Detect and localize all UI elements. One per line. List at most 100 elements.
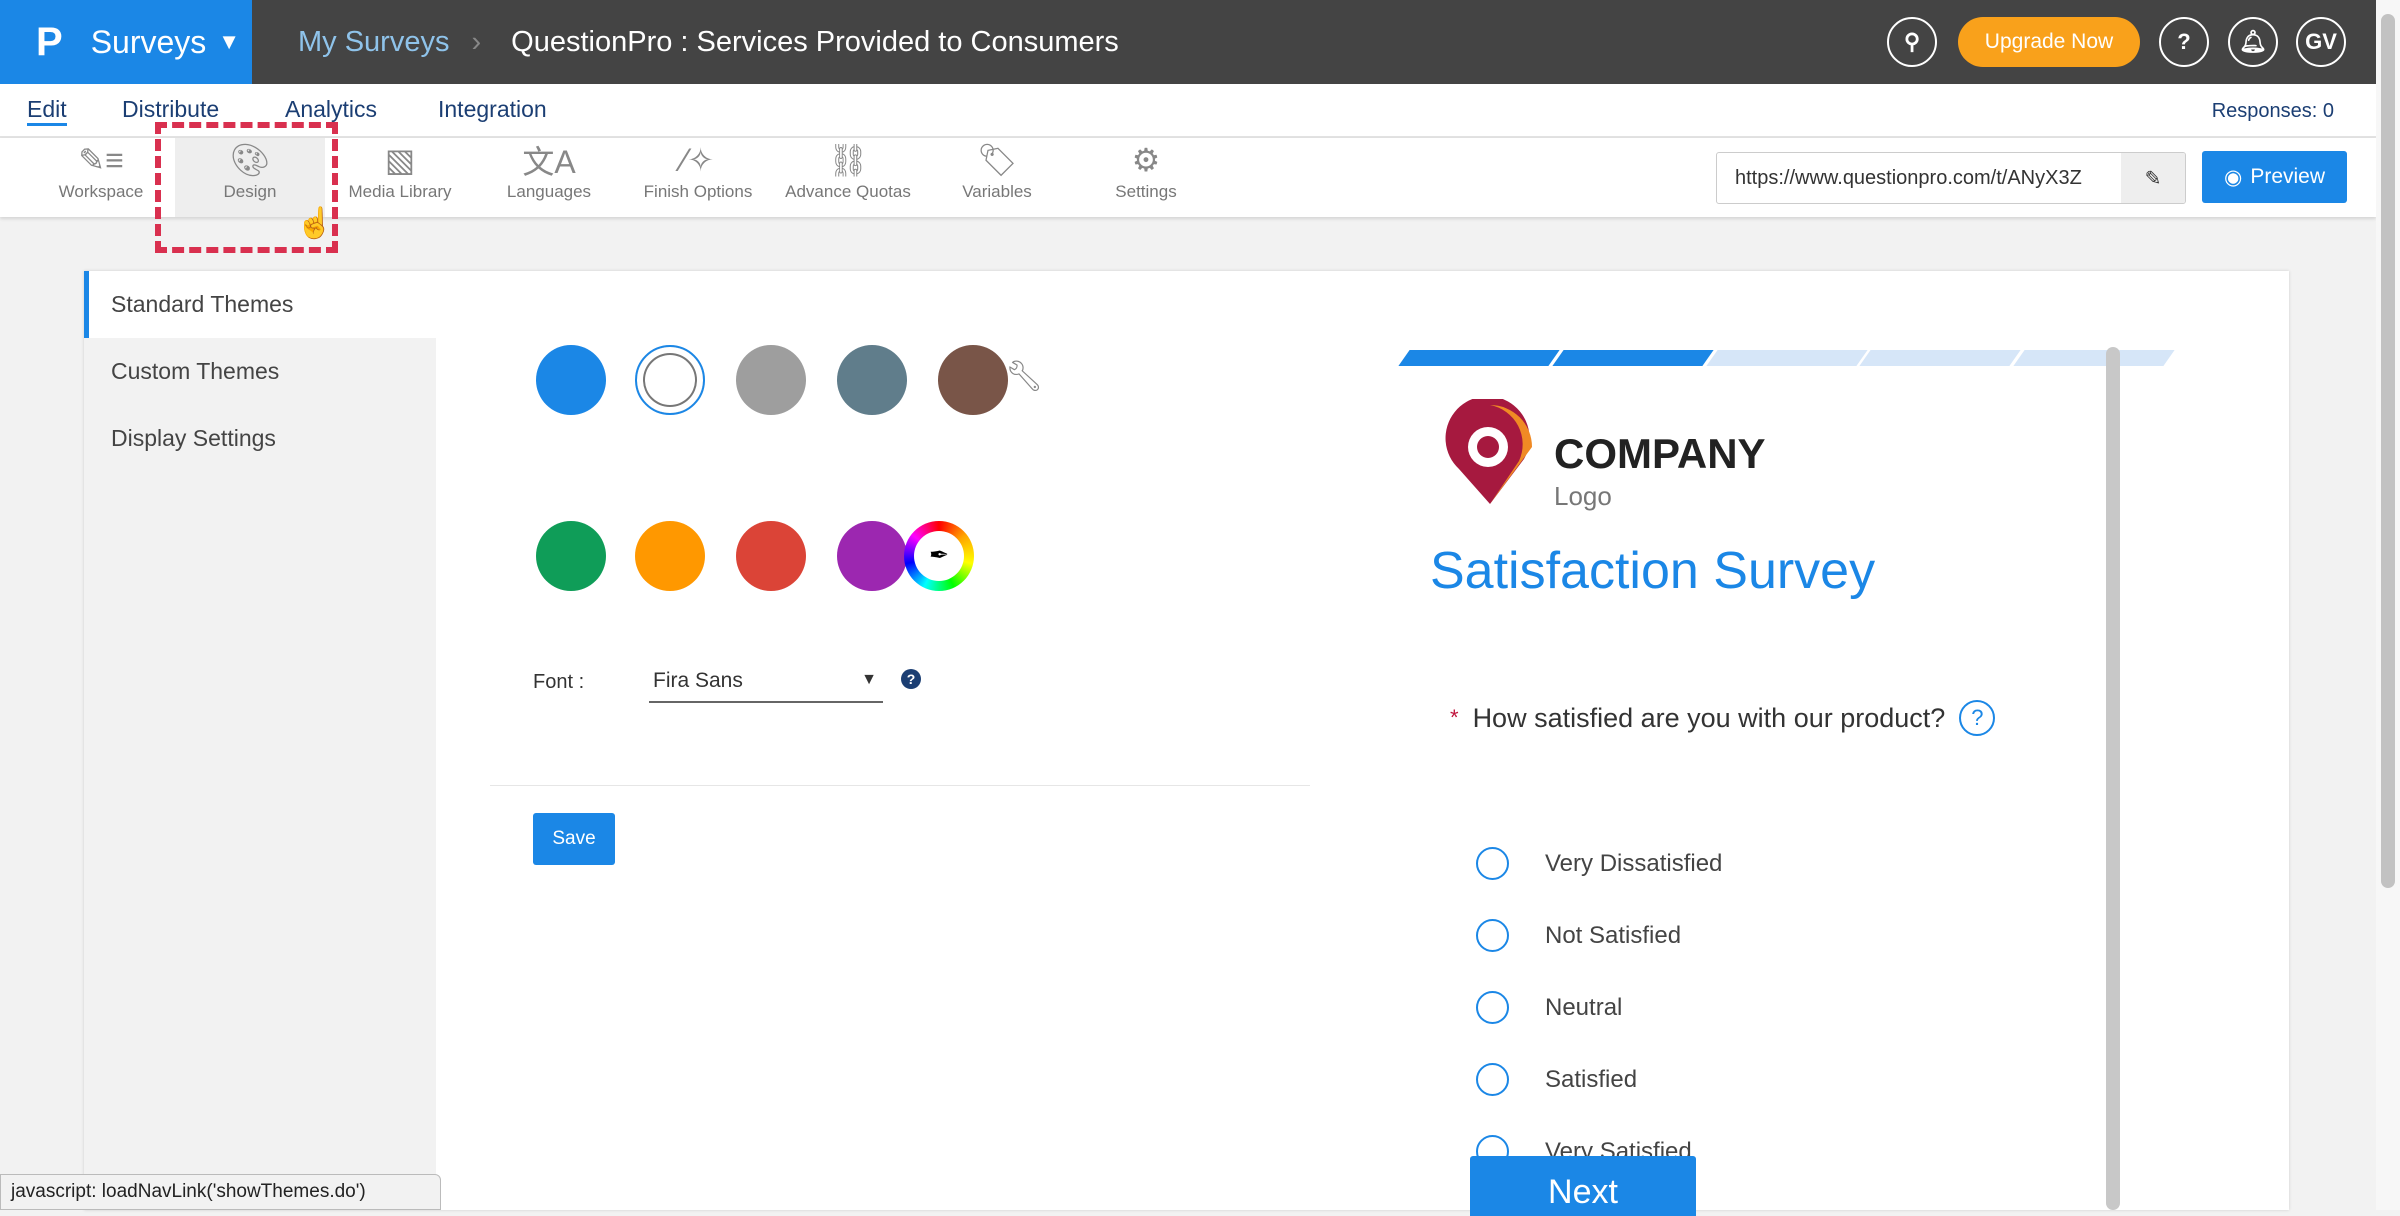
save-button[interactable]: Save [533, 813, 615, 865]
toolbar-label: Workspace [58, 182, 144, 201]
toolbar-workspace[interactable]: ✎≡ Workspace [26, 138, 176, 217]
answer-option[interactable]: Neutral [1476, 991, 1622, 1024]
tab-distribute[interactable]: Distribute [122, 96, 220, 122]
theme-swatch[interactable] [635, 521, 705, 591]
avatar[interactable]: GV [2296, 17, 2346, 67]
link-icon: ⛓ [827, 142, 869, 178]
search-icon: ⚲ [1903, 29, 1921, 54]
answer-option[interactable]: Not Satisfied [1476, 919, 1681, 952]
progress-segment [1705, 350, 1867, 366]
sidebar-item-custom-themes[interactable]: Custom Themes [111, 358, 280, 384]
design-panel: Standard Themes Custom Themes Display Se… [84, 271, 2289, 1216]
eye-icon: ◉ [2223, 165, 2243, 189]
preview-scrollbar[interactable] [2106, 347, 2120, 1210]
surveys-menu[interactable]: P Surveys ▼ [0, 0, 252, 84]
search-button[interactable]: ⚲ [1887, 17, 1937, 67]
caret-down-icon: ▼ [861, 671, 877, 688]
toolbar-variables[interactable]: 🏷︎ Variables [922, 138, 1072, 217]
toolbar-label: Languages [506, 182, 592, 201]
toolbar-label: Advance Quotas [785, 182, 911, 201]
questionpro-logo: P [36, 19, 63, 64]
pencil-icon[interactable]: ✎ [2121, 153, 2185, 203]
logo-subtext: Logo [1554, 481, 1612, 511]
tab-edit[interactable]: Edit [27, 96, 67, 126]
custom-color-picker[interactable]: ✒ [904, 521, 974, 591]
theme-swatch[interactable] [736, 521, 806, 591]
edit-toolbar: ✎≡ Workspace 🎨︎ Design ▧ Media Library 文A La… [0, 138, 2376, 217]
theme-swatch[interactable] [536, 521, 606, 591]
question-text: How satisfied are you with our product? [1472, 702, 1946, 733]
help-button[interactable]: ? [2159, 17, 2209, 67]
caret-down-icon: ▼ [218, 29, 241, 54]
gear-icon: ⚙ [1131, 142, 1161, 178]
preview-label: Preview [2250, 165, 2326, 188]
font-select[interactable]: Fira Sans ▼ [649, 665, 883, 703]
avatar-initials: GV [2305, 29, 2337, 54]
notifications-button[interactable]: 🔔︎ [2228, 17, 2278, 67]
sidebar-item-display-settings[interactable]: Display Settings [111, 425, 276, 451]
translate-icon: 文A [522, 144, 576, 180]
font-help-icon[interactable]: ? [901, 669, 921, 689]
theme-swatch[interactable] [536, 345, 606, 415]
toolbar-label: Media Library [348, 182, 452, 201]
hand-cursor-icon: ☝ [296, 207, 334, 240]
tab-integration[interactable]: Integration [438, 96, 547, 122]
survey-heading: Satisfaction Survey [1430, 542, 1876, 600]
chevron-right-icon: › [471, 25, 482, 58]
company-name: COMPANY [1554, 430, 1766, 477]
radio-button[interactable] [1476, 1063, 1509, 1096]
progress-segment [1552, 350, 1714, 366]
question-help-icon[interactable]: ? [1959, 700, 1996, 736]
tag-icon: 🏷︎ [976, 142, 1018, 178]
page-scrollbar[interactable] [2376, 0, 2400, 1210]
survey-preview: COMPANY Logo Satisfaction Survey * How sa… [1398, 335, 2175, 1216]
sidebar-item-standard-themes[interactable]: Standard Themes [84, 271, 436, 338]
radio-button[interactable] [1476, 919, 1509, 952]
option-label: Very Dissatisfied [1545, 849, 1723, 877]
toolbar-label: Finish Options [643, 182, 753, 201]
radio-button[interactable] [1476, 991, 1509, 1024]
toolbar-media-library[interactable]: ▧ Media Library [325, 138, 475, 217]
theme-swatch[interactable] [837, 345, 907, 415]
upgrade-now-button[interactable]: Upgrade Now [1958, 17, 2140, 67]
breadcrumb: My Surveys › QuestionPro : Services Prov… [298, 0, 1119, 84]
bell-icon: 🔔︎ [2239, 29, 2267, 54]
tab-analytics[interactable]: Analytics [285, 96, 378, 122]
next-button[interactable]: Next [1470, 1156, 1696, 1216]
status-bar-link: javascript: loadNavLink('showThemes.do') [0, 1174, 441, 1210]
breadcrumb-my-surveys[interactable]: My Surveys [298, 25, 450, 58]
theme-swatch[interactable] [837, 521, 907, 591]
theme-swatch[interactable] [938, 345, 1008, 415]
option-label: Not Satisfied [1545, 921, 1682, 949]
toolbar-settings[interactable]: ⚙ Settings [1071, 138, 1221, 217]
wrench-icon[interactable]: 🔧︎ [1005, 360, 1044, 393]
magic-wand-icon: ⁄✧ [681, 142, 715, 178]
answer-option[interactable]: Satisfied [1476, 1063, 1637, 1096]
help-icon: ? [2177, 29, 2191, 54]
toolbar-finish-options[interactable]: ⁄✧ Finish Options [623, 138, 773, 217]
font-label: Font : [533, 671, 585, 693]
eyedropper-icon: ✒ [914, 531, 964, 581]
progress-segment [2013, 350, 2175, 366]
workspace-icon: ✎≡ [78, 142, 124, 178]
brand-label: Surveys [90, 23, 207, 60]
font-value: Fira Sans [653, 669, 743, 692]
radio-button[interactable] [1476, 847, 1509, 880]
progress-bar [1398, 350, 2175, 366]
answer-option[interactable]: Very Dissatisfied [1476, 847, 1722, 880]
theme-swatch[interactable] [736, 345, 806, 415]
responses-count: Responses: 0 [2211, 100, 2334, 122]
scrollbar-thumb[interactable] [2381, 14, 2395, 888]
theme-swatch[interactable] [635, 345, 705, 415]
option-label: Neutral [1545, 993, 1623, 1021]
survey-url-field[interactable]: https://www.questionpro.com/t/ANyX3Z ✎ [1716, 152, 2186, 204]
required-mark: * [1450, 705, 1459, 730]
design-sidebar: Standard Themes Custom Themes Display Se… [84, 271, 436, 1210]
image-icon: ▧ [384, 142, 416, 178]
toolbar-design[interactable]: 🎨︎ Design [175, 138, 325, 217]
survey-title: QuestionPro : Services Provided to Consu… [511, 25, 1119, 58]
toolbar-advance-quotas[interactable]: ⛓ Advance Quotas [773, 138, 923, 217]
toolbar-languages[interactable]: 文A Languages [474, 138, 624, 217]
preview-button[interactable]: ◉ Preview [2202, 151, 2347, 203]
palette-icon: 🎨︎ [229, 142, 271, 178]
